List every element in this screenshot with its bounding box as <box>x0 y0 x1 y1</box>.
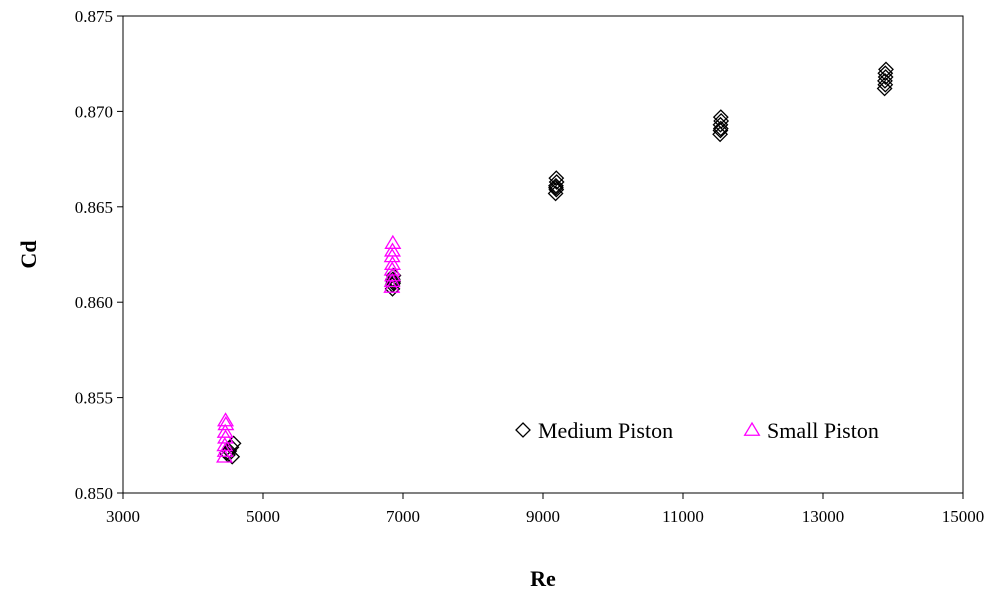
legend-label-small-piston: Small Piston <box>767 418 879 443</box>
x-tick-label: 11000 <box>662 507 704 526</box>
y-tick-label: 0.865 <box>75 198 113 217</box>
y-tick-label: 0.870 <box>75 102 113 121</box>
data-points <box>216 61 894 465</box>
legend: Medium Piston Small Piston <box>515 418 879 443</box>
plot-area-frame <box>122 15 964 494</box>
x-tick-label: 5000 <box>246 507 280 526</box>
y-tick-label: 0.860 <box>75 293 113 312</box>
triangle-point <box>216 423 234 438</box>
x-axis-ticks: 3000 5000 7000 9000 11000 13000 15000 <box>106 493 984 526</box>
y-tick-label: 0.875 <box>75 7 113 26</box>
legend-item-medium-piston: Medium Piston <box>515 418 673 443</box>
diamond-point <box>385 273 402 290</box>
series-small-piston <box>216 234 402 463</box>
diamond-point <box>548 179 564 196</box>
diamond-point <box>878 61 894 78</box>
triangle-point <box>217 412 235 427</box>
x-axis-title: Re <box>530 566 556 591</box>
triangle-point <box>384 242 401 257</box>
legend-label-medium-piston: Medium Piston <box>538 418 673 443</box>
triangle-point <box>384 234 402 249</box>
x-tick-label: 3000 <box>106 507 140 526</box>
y-tick-label: 0.855 <box>75 389 113 408</box>
triangle-point <box>217 416 235 431</box>
legend-marker-diamond <box>515 422 531 438</box>
y-tick-label: 0.850 <box>75 484 113 503</box>
x-tick-label: 13000 <box>802 507 845 526</box>
legend-item-small-piston: Small Piston <box>743 418 879 443</box>
triangle-point <box>216 437 234 452</box>
x-tick-label: 7000 <box>386 507 420 526</box>
x-tick-label: 15000 <box>942 507 985 526</box>
series-medium-piston <box>218 61 894 465</box>
legend-marker-triangle <box>743 421 761 436</box>
y-axis-title: Cd <box>16 240 41 268</box>
diamond-point <box>548 170 565 187</box>
x-tick-label: 9000 <box>526 507 560 526</box>
diamond-point <box>712 122 729 139</box>
y-axis-ticks: 0.850 0.855 0.860 0.865 0.870 0.875 <box>75 7 123 503</box>
triangle-point <box>384 255 401 270</box>
